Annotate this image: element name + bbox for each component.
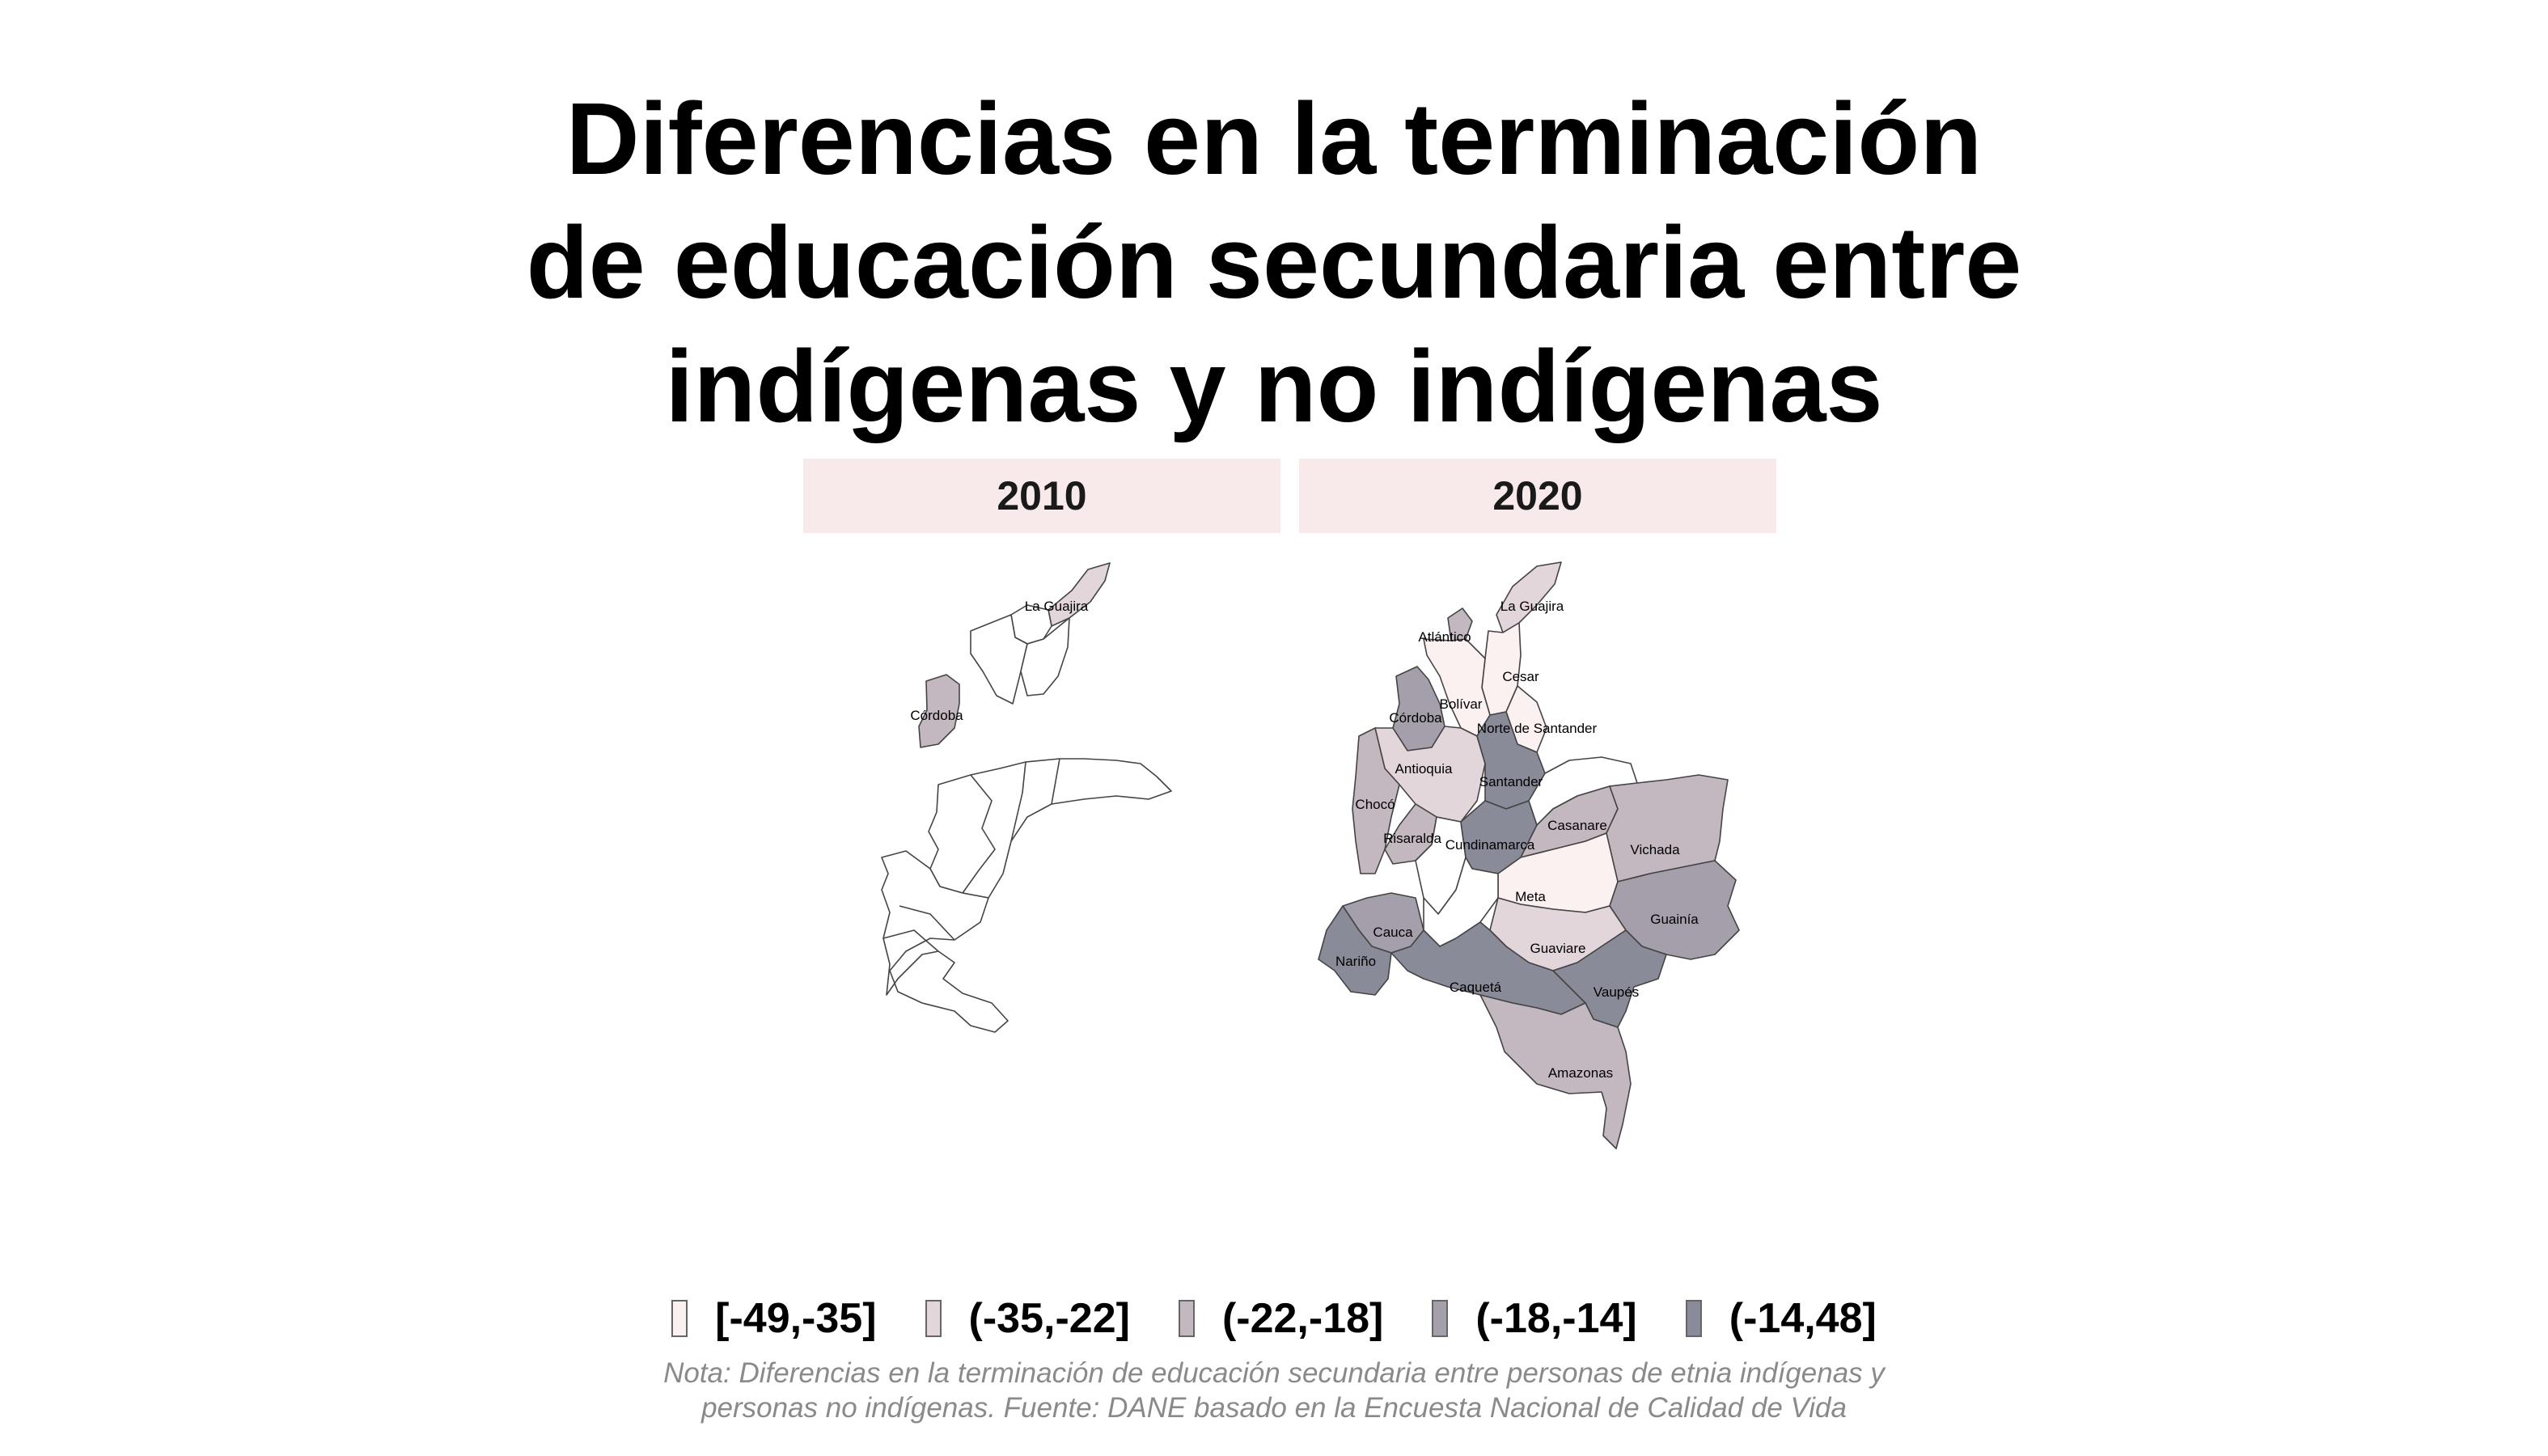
label-2020-vaupes: Vaupés <box>1594 984 1639 1000</box>
label-2020-atlantico: Atlántico <box>1418 629 1471 645</box>
label-2020-la-guajira: La Guajira <box>1500 599 1564 614</box>
dept-2010-la-guajira <box>1048 562 1111 627</box>
dept-2010-sector-b <box>1010 761 1026 842</box>
legend-item-1: [-49,-35] <box>671 1294 877 1343</box>
footnote: Nota: Diferencias en la terminación de e… <box>0 1356 2548 1425</box>
legend-swatch-2 <box>925 1300 942 1337</box>
dept-2020-choco <box>1352 727 1400 874</box>
legend-label-4: (-18,-14] <box>1475 1295 1637 1342</box>
dept-2010-bolivar-outline <box>970 614 1028 705</box>
legend-swatch-3 <box>1178 1300 1195 1337</box>
dept-2010-sector-c <box>1051 758 1060 805</box>
chart-title: Diferencias en la terminación de educaci… <box>0 77 2548 448</box>
footnote-line-2: personas no indígenas. Fuente: DANE basa… <box>701 1392 1847 1424</box>
map-2020-labels: La Guajira Atlántico Cesar Bolívar Córdo… <box>1335 599 1699 1081</box>
label-2020-caqueta: Caquetá <box>1450 980 1502 995</box>
legend: [-49,-35] (-35,-22] (-22,-18] (-18,-14] … <box>0 1294 2548 1343</box>
dept-2020-narino <box>1318 905 1392 996</box>
dept-2010-south-line <box>882 905 955 952</box>
label-2020-cordoba: Córdoba <box>1389 710 1442 726</box>
dept-2020-vaupes <box>1552 929 1667 1028</box>
label-2020-casanare: Casanare <box>1547 818 1607 833</box>
label-2020-guainia: Guainía <box>1650 912 1699 927</box>
dept-2010-cordoba <box>918 674 960 748</box>
label-2020-risaralda: Risaralda <box>1383 831 1441 846</box>
label-2020-antioquia: Antioquia <box>1395 761 1453 777</box>
map-2020-departments <box>1318 561 1740 1149</box>
label-2020-meta: Meta <box>1515 889 1546 904</box>
dept-2010-sector-a <box>962 774 996 894</box>
dept-2020-atlantico <box>1447 607 1473 641</box>
panel-header-2020: 2020 <box>1299 459 1776 533</box>
legend-item-2: (-35,-22] <box>925 1294 1130 1343</box>
legend-swatch-4 <box>1432 1300 1449 1337</box>
label-2020-vichada: Vichada <box>1630 842 1680 857</box>
panel-year-2020: 2020 <box>1492 473 1583 518</box>
label-2020-cauca: Cauca <box>1373 925 1413 940</box>
label-2020-norte-de-santander: Norte de Santander <box>1477 721 1598 736</box>
label-2020-guaviare: Guaviare <box>1530 941 1586 956</box>
dept-2020-la-guajira <box>1496 561 1562 633</box>
label-2010-la-guajira: La Guajira <box>1025 599 1089 614</box>
label-2010-cordoba: Córdoba <box>910 708 963 723</box>
label-2020-cundinamarca: Cundinamarca <box>1445 837 1535 853</box>
panel-header-2010: 2010 <box>803 459 1280 533</box>
legend-label-5: (-14,48] <box>1729 1295 1877 1342</box>
legend-swatch-1 <box>671 1300 688 1337</box>
title-line-2: de educación secundaria entre <box>526 205 2022 320</box>
legend-item-4: (-18,-14] <box>1432 1294 1637 1343</box>
legend-item-5: (-14,48] <box>1685 1294 1877 1343</box>
legend-item-3: (-22,-18] <box>1178 1294 1384 1343</box>
label-2020-bolivar: Bolívar <box>1440 696 1483 712</box>
dept-2010-south-outline <box>881 850 1009 1033</box>
label-2020-narino: Nariño <box>1335 954 1376 969</box>
label-2020-amazonas: Amazonas <box>1548 1065 1613 1081</box>
footnote-line-1: Nota: Diferencias en la terminación de e… <box>663 1357 1885 1389</box>
dept-2020-amazonas <box>1479 994 1632 1149</box>
legend-label-1: [-49,-35] <box>715 1295 877 1342</box>
legend-label-2: (-35,-22] <box>968 1295 1130 1342</box>
label-2020-cesar: Cesar <box>1502 669 1539 684</box>
dept-2010-cesar-outline <box>1020 617 1070 696</box>
label-2020-santander: Santander <box>1479 774 1543 789</box>
map-2010-departments <box>881 562 1172 1033</box>
legend-swatch-5 <box>1685 1300 1702 1337</box>
map-2020: La Guajira Atlántico Cesar Bolívar Córdo… <box>1318 561 1740 1149</box>
legend-label-3: (-22,-18] <box>1221 1295 1384 1342</box>
label-2020-choco: Chocó <box>1355 797 1395 812</box>
title-line-1: Diferencias en la terminación <box>565 82 1983 196</box>
title-line-3: indígenas y no indígenas <box>665 329 1883 443</box>
panel-year-2010: 2010 <box>997 473 1087 518</box>
map-2010: La Guajira Córdoba <box>881 562 1172 1033</box>
